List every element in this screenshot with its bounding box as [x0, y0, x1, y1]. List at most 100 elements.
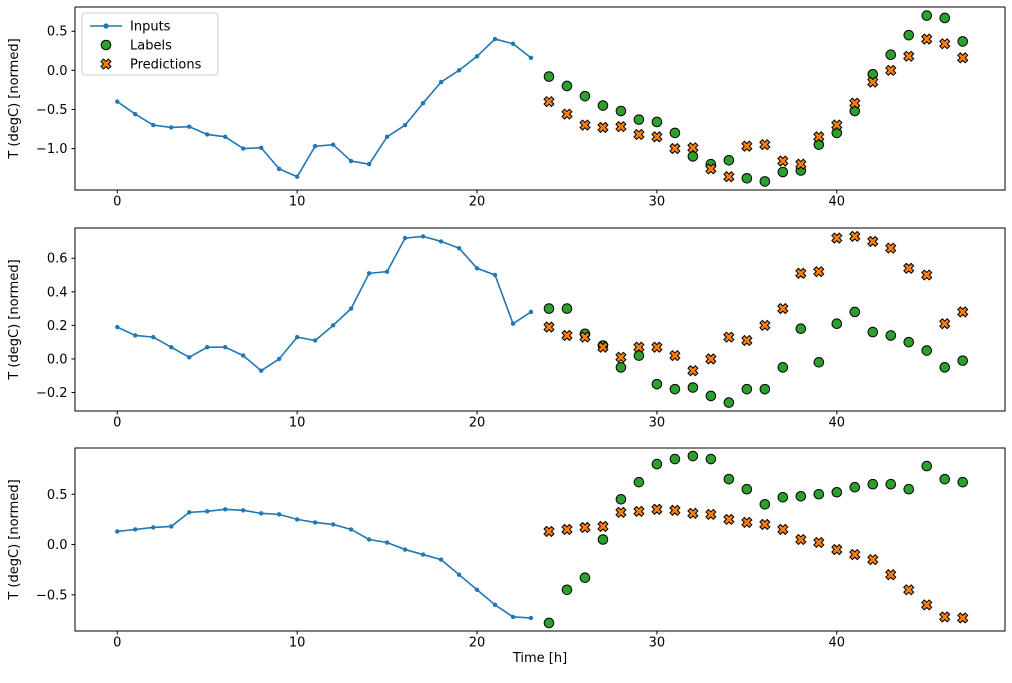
subplot-1: 0 10 20 30 40 0.5 0.0 −0.5 −1.0 T (degC) [normed]	[7, 6, 1006, 210]
prediction-point	[813, 131, 825, 143]
input-point	[169, 125, 174, 130]
label-point	[615, 362, 627, 373]
label-point	[579, 572, 591, 584]
label-point	[957, 355, 969, 366]
input-point	[223, 134, 228, 140]
prediction-point	[849, 230, 861, 243]
input-point	[240, 146, 246, 151]
y-tick-label: −0.5	[36, 588, 68, 603]
prediction-point	[939, 318, 951, 330]
prediction-point	[795, 267, 807, 279]
label-point	[687, 382, 699, 393]
input-point	[438, 239, 444, 244]
prediction-point	[741, 516, 753, 529]
label-point	[759, 176, 771, 187]
x-tick-label: 10	[289, 195, 306, 210]
legend-entry-labels: Labels	[130, 39, 172, 54]
input-point	[474, 54, 480, 59]
prediction-point	[723, 513, 735, 526]
input-point	[240, 508, 246, 513]
label-point	[939, 362, 951, 373]
label-point	[579, 90, 591, 102]
input-point	[169, 345, 174, 350]
prediction-point	[615, 506, 627, 519]
y-tick-label: −1.0	[36, 142, 68, 157]
inputs-line	[116, 38, 532, 178]
label-point	[777, 491, 789, 503]
prediction-point	[759, 138, 771, 151]
label-point	[885, 330, 897, 341]
label-point	[741, 172, 753, 184]
y-tick-label: −0.2	[36, 386, 68, 401]
input-point	[456, 572, 462, 577]
prediction-point	[615, 351, 627, 363]
label-point	[831, 486, 843, 498]
prediction-point	[669, 504, 681, 516]
label-point	[921, 460, 933, 472]
input-point	[294, 517, 300, 522]
prediction-point	[921, 599, 933, 611]
prediction-point	[633, 128, 645, 141]
prediction-point	[885, 64, 897, 77]
input-point	[348, 527, 354, 532]
input-point	[115, 99, 120, 104]
label-point	[543, 71, 555, 82]
prediction-point	[687, 507, 699, 520]
label-point	[957, 476, 969, 488]
prediction-point	[903, 262, 915, 274]
label-point	[903, 483, 915, 495]
prediction-point	[831, 119, 843, 131]
input-point	[258, 511, 264, 516]
label-point	[705, 453, 717, 465]
label-point	[795, 323, 807, 335]
prediction-point	[813, 536, 825, 549]
input-point	[420, 234, 426, 239]
prediction-point	[633, 505, 645, 518]
input-point	[510, 614, 516, 620]
input-point	[402, 547, 408, 552]
prediction-point	[687, 365, 699, 377]
prediction-point	[687, 142, 699, 154]
input-point	[366, 271, 372, 276]
prediction-point	[903, 584, 915, 596]
x-tick-label: 40	[829, 195, 846, 210]
prediction-point	[597, 341, 609, 353]
label-point	[759, 499, 771, 510]
y-tick-label: 0.0	[47, 352, 68, 367]
input-point	[205, 345, 210, 350]
y-tick-label: 0.6	[47, 252, 68, 267]
input-point	[510, 41, 516, 46]
prediction-point	[759, 518, 771, 531]
input-point	[456, 68, 462, 73]
label-point	[885, 478, 897, 490]
prediction-point	[597, 121, 609, 134]
input-point	[187, 355, 192, 360]
input-point	[151, 525, 156, 530]
prediction-point	[795, 533, 807, 546]
input-point	[528, 615, 534, 621]
input-point	[420, 552, 426, 557]
label-point	[705, 390, 717, 402]
label-point	[669, 127, 681, 139]
legend: Inputs Labels Predictions	[81, 12, 219, 76]
x-tick-label: 20	[469, 636, 486, 651]
input-point	[312, 338, 318, 343]
input-point	[528, 309, 534, 315]
input-point	[115, 529, 120, 534]
label-point	[669, 383, 681, 395]
legend-box	[81, 12, 219, 76]
prediction-point	[741, 140, 753, 152]
prediction-point	[615, 120, 627, 133]
label-point	[615, 493, 627, 505]
label-point	[921, 10, 933, 21]
y-tick-label: −0.5	[36, 103, 68, 118]
input-point	[348, 158, 354, 164]
label-point	[561, 584, 573, 596]
input-point	[438, 557, 444, 562]
label-point	[597, 534, 609, 545]
prediction-point	[705, 508, 717, 521]
label-point	[795, 490, 807, 502]
label-point	[723, 473, 735, 485]
legend-predictions-marker	[100, 58, 112, 70]
prediction-point	[939, 38, 951, 50]
